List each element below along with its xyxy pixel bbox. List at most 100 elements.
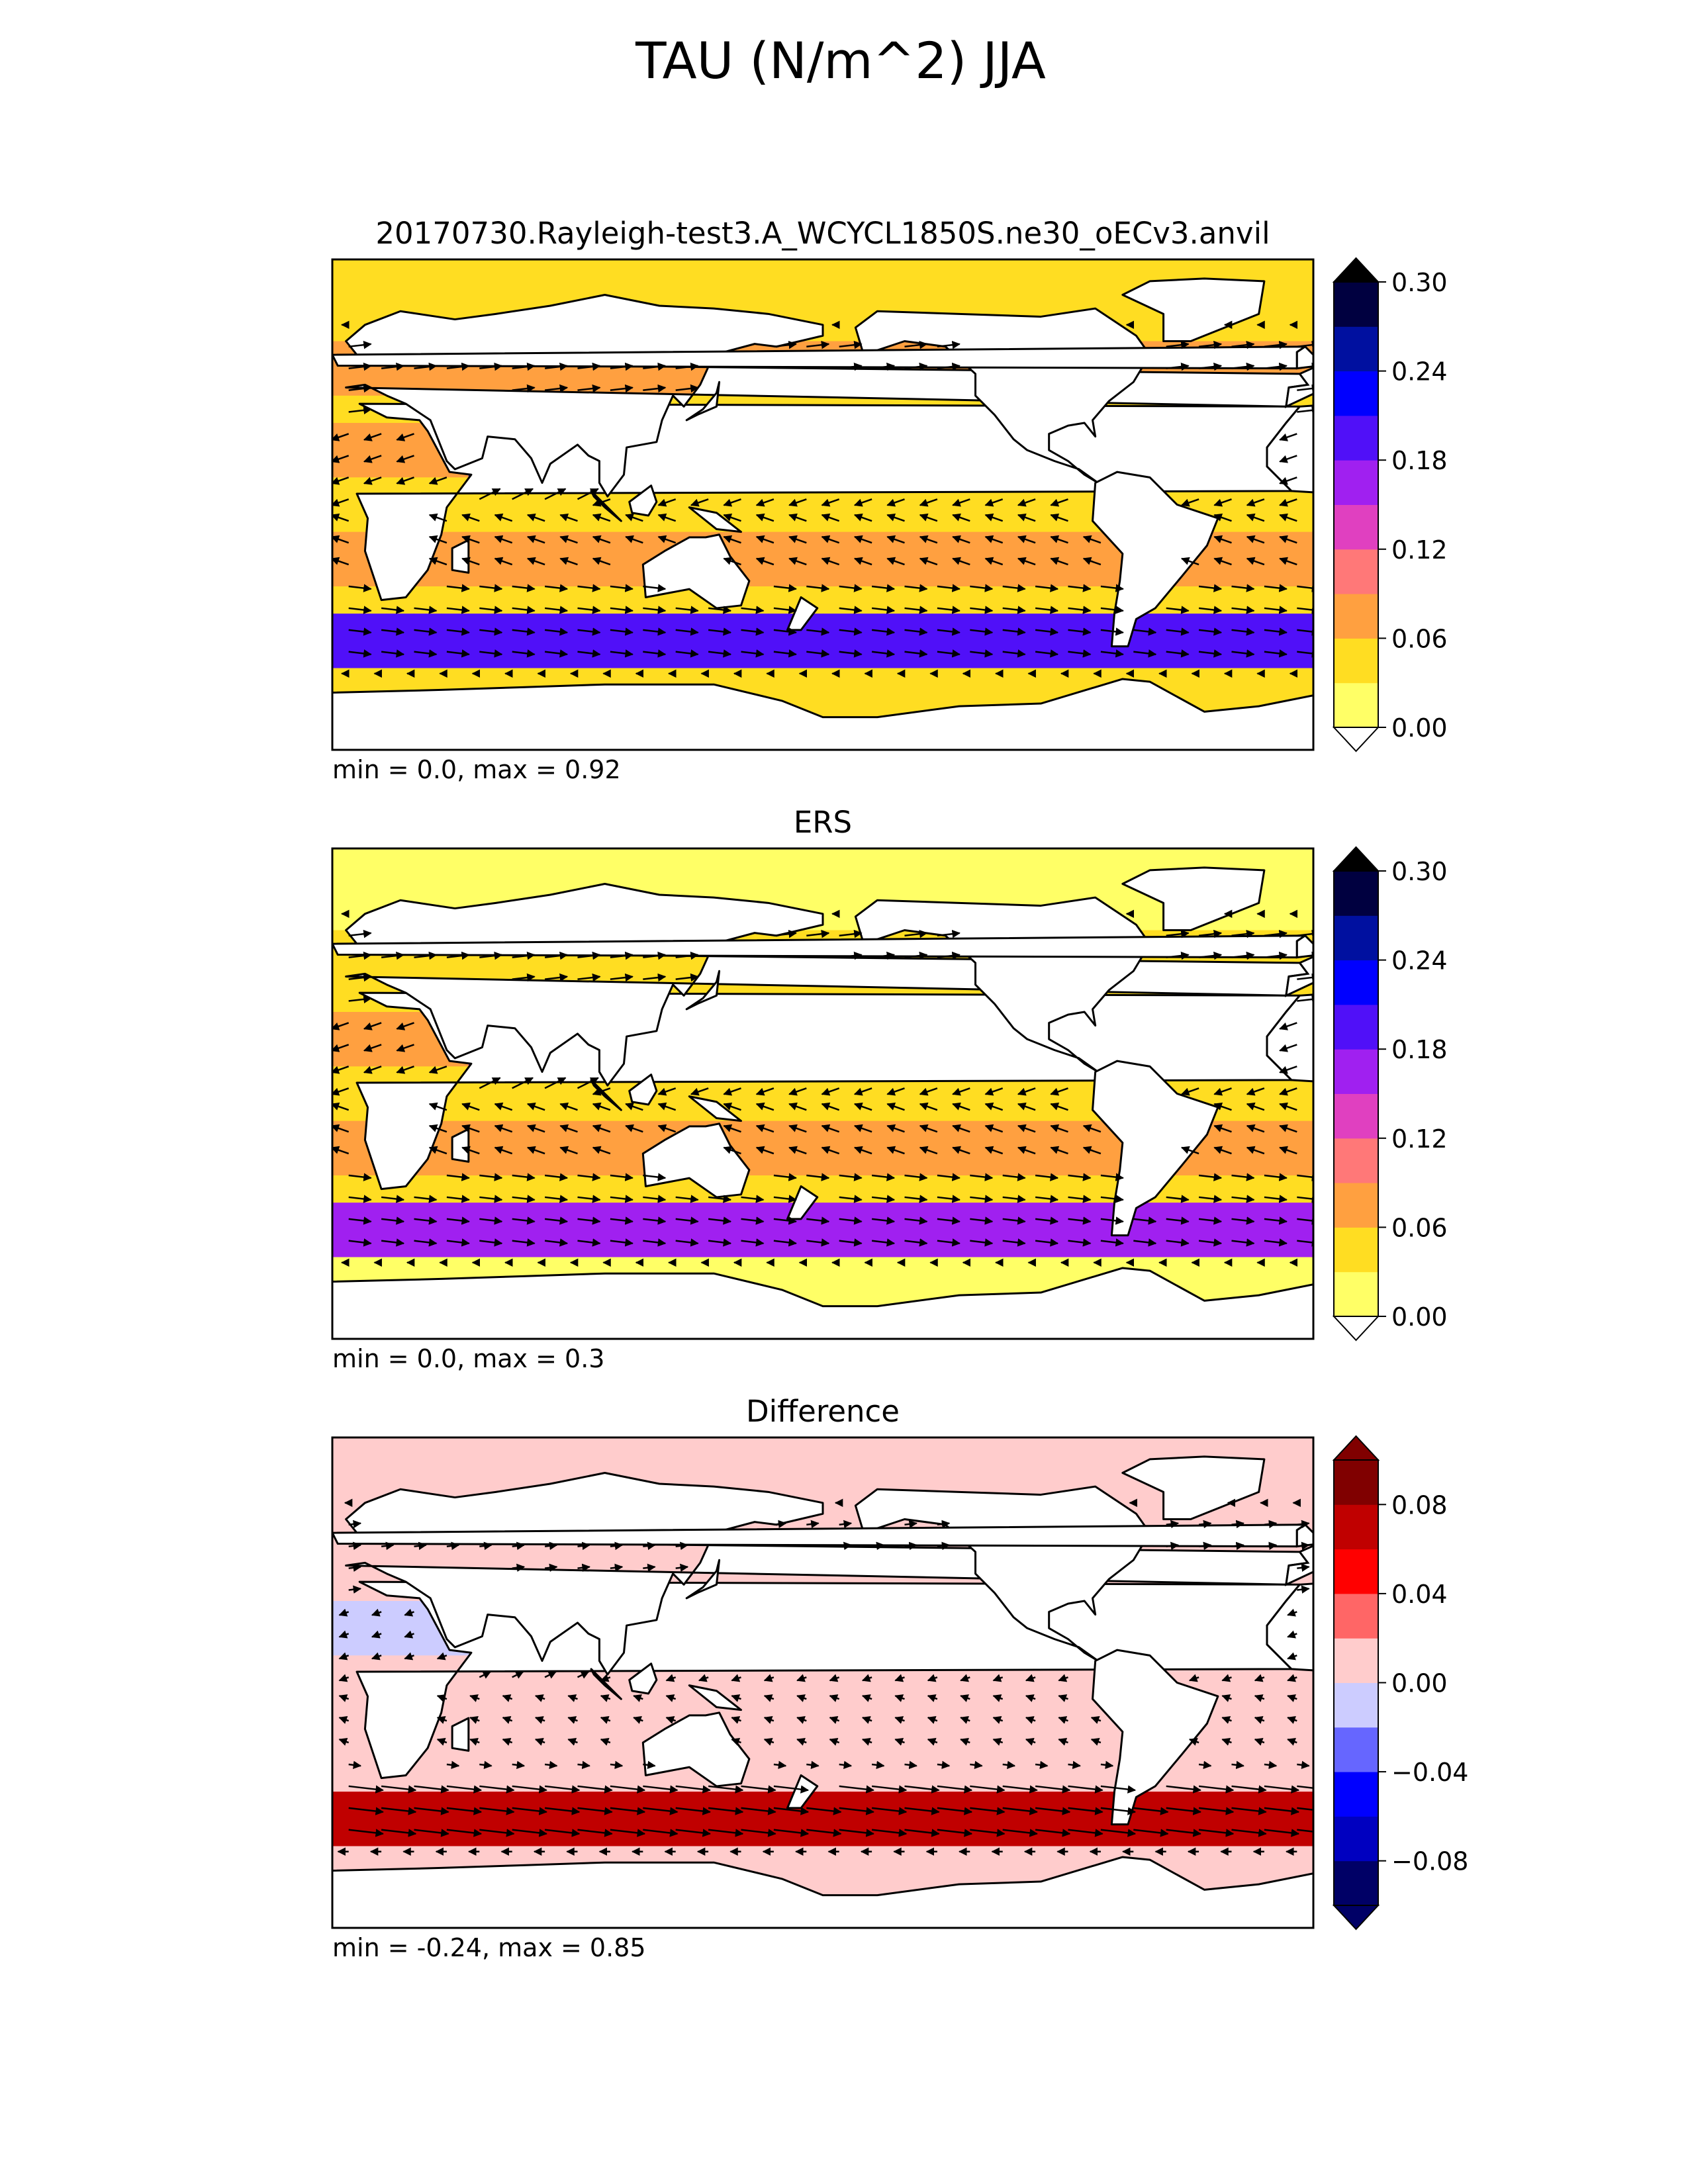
panel-ers-wind-arrow (886, 1146, 905, 1155)
panel-difference-colorbar-segment (1334, 1772, 1378, 1817)
panel-difference-cell (659, 1437, 687, 1465)
panel-model-wind-arrow (1198, 627, 1223, 636)
panel-model-wind-arrow (839, 362, 863, 371)
panel-ers-cell (986, 1257, 1014, 1285)
panel-difference-cell (931, 1437, 960, 1465)
panel-ers-wind-arrow (1068, 1216, 1092, 1225)
panel-difference-cell (632, 1709, 660, 1738)
panel-difference-cell (904, 1792, 933, 1819)
panel-model-wind-arrow (919, 513, 938, 522)
panel-model-cell (496, 531, 524, 560)
panel-difference-cell (1041, 1682, 1068, 1711)
panel-ers-cell (1231, 1203, 1260, 1230)
panel-ers-wind-arrow (755, 1087, 774, 1096)
panel-model-wind-arrow (1279, 513, 1297, 522)
panel-model-cell (959, 287, 987, 314)
panel-model-wind-arrow (690, 498, 709, 507)
panel-model-cell (795, 259, 823, 287)
panel-ers-wind-arrow (871, 951, 896, 960)
panel-model-wind-arrow (886, 498, 905, 507)
panel-model-wind-arrow (1246, 535, 1265, 544)
panel-ers-cell (1013, 1257, 1041, 1285)
panel-difference-cell (577, 1792, 606, 1819)
panel-difference-cell (441, 1465, 469, 1492)
panel-model-colorbar-segment (1334, 504, 1378, 550)
panel-ers-cell (741, 1120, 769, 1149)
panel-model-cell (1095, 287, 1123, 314)
panel-ers-cell (1204, 1257, 1232, 1285)
panel-ers-wind-arrow (1133, 1216, 1157, 1225)
panel-ers-colorbar-frame (1333, 870, 1379, 1317)
panel-model-colorbar: 0.00 0.06 0.12 0.18 0.24 0.30 (1332, 257, 1448, 752)
panel-ers-wind-arrow (512, 951, 536, 960)
panel-model-wind-arrow (919, 498, 938, 507)
panel-ers-wind-arrow (396, 1022, 414, 1030)
panel-model-cell (1286, 559, 1313, 587)
panel-model-cell (1041, 504, 1068, 533)
panel-model-wind-arrow (446, 584, 470, 592)
panel-ers-wind-arrow (741, 1216, 765, 1225)
panel-model-wind-arrow (1133, 649, 1157, 658)
panel-ers-wind-arrow (853, 1087, 872, 1096)
panel-ers-cell (496, 1120, 524, 1149)
panel-difference-cell (550, 1437, 578, 1465)
panel-ers-cell (468, 1120, 496, 1149)
panel-difference-title: Difference (746, 1394, 900, 1429)
panel-ers-cell (1231, 1120, 1260, 1149)
panel-model-cell (823, 614, 851, 641)
panel-ers-cell (632, 957, 660, 985)
panel-difference-cell (496, 1709, 524, 1738)
panel-ers-wind-arrow (1002, 1216, 1026, 1225)
panel-model-colorbar-segment (1334, 371, 1378, 416)
panel-model-cell (768, 259, 796, 287)
panel-model-wind-arrow (1297, 384, 1313, 393)
panel-model-cell (332, 641, 360, 668)
panel-ers-cell (1013, 1230, 1041, 1257)
panel-model-wind-arrow (1264, 584, 1288, 592)
panel-difference-cell (795, 1465, 823, 1492)
panel-model-wind-arrow (428, 557, 447, 566)
panel-model-wind-arrow (559, 513, 578, 522)
panel-model-cell (1177, 668, 1205, 696)
panel-ers-wind-arrow (1297, 995, 1313, 1004)
panel-difference-cell (904, 1709, 933, 1738)
panel-model-cell (387, 450, 414, 478)
panel-model-cell (496, 614, 524, 641)
panel-ers-cell (714, 1203, 741, 1230)
panel-ers-cell (387, 876, 414, 903)
panel-model-wind-arrow (723, 498, 741, 507)
panel-ers-wind-arrow (479, 1216, 503, 1225)
panel-model-wind-arrow (1100, 584, 1124, 592)
panel-ers: ERS min = 0.0, max = 0.3 0.00 0.06 0.12 0.1… (331, 805, 1448, 1373)
panel-ers-colorbar-tick-label: 0.30 (1391, 857, 1448, 886)
panel-model-cell (1041, 614, 1068, 641)
panel-model-wind-arrow (871, 627, 896, 636)
panel-model-cell (550, 614, 578, 641)
panel-model-wind-arrow (512, 384, 536, 393)
panel-difference-colorbar-segment (1334, 1549, 1378, 1594)
panel-model-cell (850, 259, 878, 287)
panel-difference-cell (768, 1437, 796, 1465)
panel-model-wind-arrow (984, 498, 1004, 507)
panel-ers-cell (959, 1257, 987, 1285)
panel-model-wind-arrow (643, 627, 667, 636)
panel-ers-wind-arrow (544, 1238, 569, 1247)
panel-ers-wind-arrow (675, 973, 699, 982)
panel-difference-cell (577, 1737, 606, 1765)
panel-difference-cell (795, 1846, 823, 1874)
panel-difference-colorbar-segment (1334, 1682, 1378, 1728)
panel-difference-cell (1041, 1709, 1068, 1738)
panel-ers-wind-arrow (1180, 1146, 1199, 1155)
panel-difference-cell (1286, 1437, 1313, 1465)
panel-model-wind-arrow (1297, 606, 1313, 614)
panel-model-wind-arrow (494, 557, 513, 566)
panel-model-cell (387, 614, 414, 641)
panel-ers-cell (1013, 876, 1041, 903)
panel-ers-cell (959, 1203, 987, 1230)
panel-model-wind-arrow (428, 535, 447, 544)
panel-ers-wind-arrow (1068, 1195, 1092, 1203)
panel-model-wind-arrow (788, 513, 807, 522)
panel-ers-wind-arrow (461, 1102, 480, 1111)
panel-ers-cell (659, 1093, 687, 1122)
panel-difference-cell (714, 1437, 741, 1465)
